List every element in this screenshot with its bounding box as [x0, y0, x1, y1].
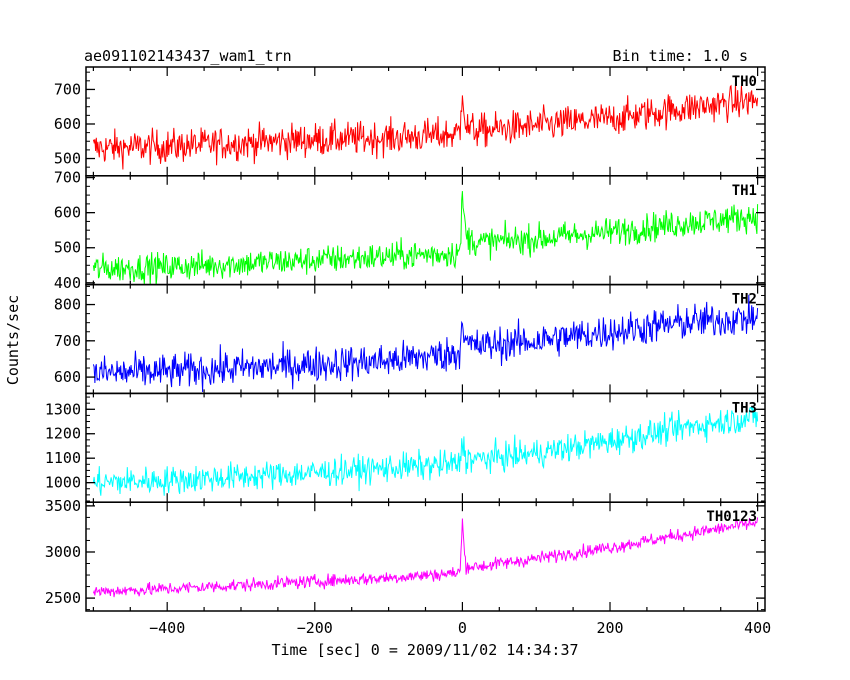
y-tick-label: 700	[54, 332, 81, 350]
x-axis-label: Time [sec] 0 = 2009/11/02 14:34:37	[271, 641, 578, 659]
panel-label-th3: TH3	[732, 400, 757, 416]
x-tick-label: −200	[297, 619, 333, 637]
y-tick-label: 3500	[45, 497, 81, 515]
panel-frame	[85, 283, 766, 395]
y-tick-label: 1100	[45, 449, 81, 467]
y-tick-label: 600	[54, 204, 81, 222]
y-tick-label: 500	[54, 239, 81, 257]
y-tick-label: 2500	[45, 589, 81, 607]
y-tick-label: 1300	[45, 400, 81, 418]
y-tick-label: 1200	[45, 425, 81, 443]
bin-time-label: Bin time: 1.0 s	[613, 47, 748, 65]
series-trace-th3	[92, 406, 759, 496]
panel-label-th1: TH1	[732, 183, 757, 199]
y-tick-label: 600	[54, 368, 81, 386]
panel-label-th0: TH0	[732, 74, 757, 90]
y-tick-label: 400	[54, 274, 81, 292]
panels-group: 500 600 700 TH0 400 500 600 700 TH1 600 700 800 TH2 1…	[45, 66, 771, 637]
panel-label-th0123: TH0123	[706, 509, 757, 525]
x-tick-label: 400	[744, 619, 771, 637]
y-tick-label: 500	[54, 150, 81, 168]
x-tick-label: 0	[458, 619, 467, 637]
x-tick-label: −400	[149, 619, 185, 637]
chart-title: ae091102143437_wam1_trn	[84, 47, 292, 65]
y-tick-label: 700	[54, 169, 81, 187]
y-tick-label: 600	[54, 115, 81, 133]
series-trace-th1	[92, 191, 759, 285]
y-tick-label: 1000	[45, 474, 81, 492]
y-tick-label: 800	[54, 296, 81, 314]
panel-frame	[85, 66, 766, 177]
panel-label-th2: TH2	[732, 292, 757, 308]
panel-frame	[85, 501, 766, 612]
y-tick-label: 700	[54, 80, 81, 98]
x-tick-label: 200	[596, 619, 623, 637]
y-tick-label: 3000	[45, 543, 81, 561]
series-trace-th0	[92, 83, 759, 170]
series-trace-th0123	[92, 517, 759, 598]
series-trace-th2	[92, 294, 759, 393]
y-axis-label: Counts/sec	[4, 295, 22, 385]
